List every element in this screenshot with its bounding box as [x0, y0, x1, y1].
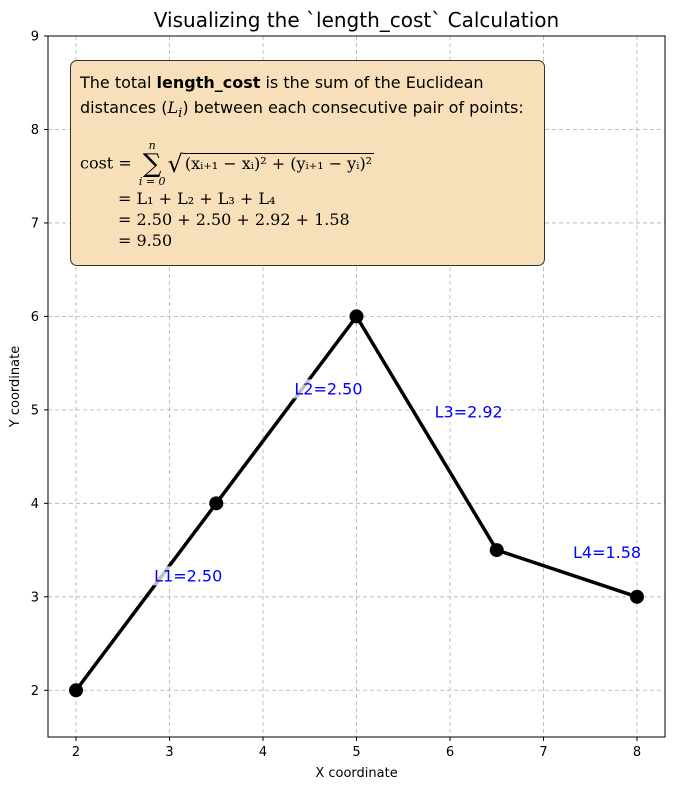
data-point	[349, 309, 364, 324]
segment-length-label: L3=2.92	[435, 403, 503, 422]
sum-operator: n ∑ i = 0	[139, 140, 166, 188]
data-point	[489, 543, 504, 558]
intro-bold-term: length_cost	[156, 73, 261, 92]
segment-length-label: L4=1.58	[573, 543, 641, 562]
x-tick-label: 2	[72, 745, 80, 760]
y-tick-label: 2	[31, 684, 39, 699]
intro-suffix: is the sum of the Euclidean	[260, 73, 484, 92]
sqrt-radicand: (xᵢ₊₁ − xᵢ)² + (yᵢ₊₁ − yᵢ)²	[182, 152, 375, 173]
line2-var: L	[167, 98, 179, 117]
segment-label-background	[571, 542, 643, 562]
formula-eq-line-2: = 2.50 + 2.50 + 2.92 + 1.58	[118, 210, 350, 230]
x-axis-ticks: 2 3 4 5 6 7 8	[72, 737, 641, 760]
segment-annotations: L1=2.50 L2=2.50 L3=2.92 L4=1.58	[153, 379, 643, 586]
x-tick-label: 6	[446, 745, 454, 760]
y-tick-label: 6	[31, 310, 39, 325]
sum-upper-limit: n	[148, 139, 156, 153]
path-series	[69, 309, 644, 698]
intro-prefix: The total	[80, 73, 157, 92]
segment-length-label: L1=2.50	[154, 566, 222, 585]
segment-label-background	[433, 402, 504, 422]
line2-suffix: ) between each consecutive pair of point…	[182, 98, 524, 117]
data-point	[69, 683, 84, 698]
formula-intro-line: The total length_cost is the sum of the …	[80, 70, 535, 95]
line2-prefix: distances (	[80, 98, 168, 117]
sigma-icon: ∑	[142, 149, 162, 180]
formula-eq-line-3: = 9.50	[118, 231, 173, 251]
cost-label: cost =	[80, 153, 137, 173]
formula-sum-line: cost = n ∑ i = 0 √ (xᵢ₊₁ − xᵢ)² + (yᵢ₊₁ − yᵢ…	[80, 140, 535, 188]
y-tick-label: 7	[31, 216, 39, 231]
y-tick-label: 4	[31, 497, 39, 512]
chart-title: Visualizing the `length_cost` Calculatio…	[154, 8, 559, 32]
x-tick-label: 5	[352, 745, 360, 760]
data-point	[629, 589, 644, 604]
x-tick-label: 3	[165, 745, 173, 760]
formula-eq-line-1: = L₁ + L₂ + L₃ + L₄	[118, 189, 276, 209]
y-tick-label: 9	[31, 30, 39, 45]
segment-length-label: L2=2.50	[294, 379, 362, 398]
segment-label-background	[293, 379, 364, 399]
y-tick-label: 3	[31, 590, 39, 605]
data-point	[209, 496, 224, 511]
y-axis-label: Y coordinate	[8, 346, 23, 428]
formula-spacer	[80, 126, 535, 140]
segment-label-background	[153, 566, 224, 586]
x-tick-label: 7	[539, 745, 547, 760]
x-tick-label: 8	[633, 745, 641, 760]
sqrt-icon: √	[167, 150, 183, 179]
y-axis-ticks: 2 3 4 5 6 7 8 9	[31, 30, 48, 699]
x-tick-label: 4	[259, 745, 267, 760]
sum-lower-limit: i = 0	[138, 175, 166, 189]
line2-sub: i	[178, 106, 183, 122]
y-tick-label: 5	[31, 403, 39, 418]
x-axis-label: X coordinate	[315, 766, 397, 781]
formula-intro-line-2: distances (Li) between each consecutive …	[80, 95, 535, 126]
y-tick-label: 8	[31, 123, 39, 138]
formula-box: The total length_cost is the sum of the …	[70, 60, 545, 266]
